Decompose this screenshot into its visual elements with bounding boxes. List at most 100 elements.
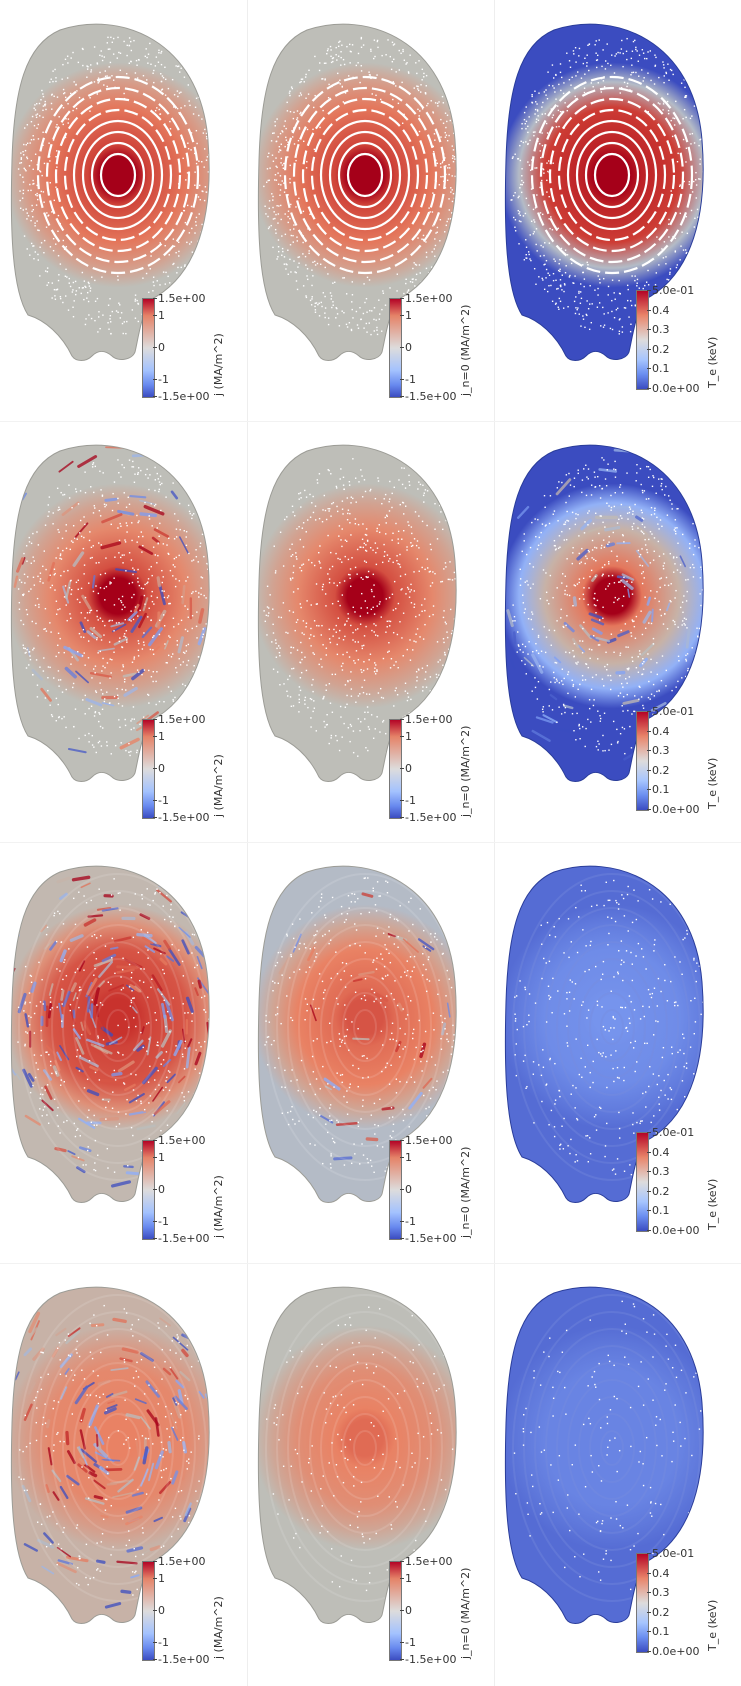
panel-r0-c0: 1.5e+00 1 0 -1 -1.5e+00 j (MA/m^2) <box>0 0 247 421</box>
colorbar-tick-label: 1.5e+00 <box>158 1134 206 1147</box>
colorbar-label: T_e (keV) <box>706 1599 719 1651</box>
colorbar-tick-label: 0.0e+00 <box>652 1224 700 1237</box>
plasma-cross-section <box>504 444 704 782</box>
colorbar-tick-label: 1.5e+00 <box>405 292 453 305</box>
colorbar-label: j (MA/m^2) <box>212 333 225 396</box>
colorbar-tick-label: 0.0e+00 <box>652 803 700 816</box>
colorbar <box>389 1561 402 1661</box>
colorbar-tick-label: -1 <box>158 373 169 387</box>
panel-r3-c0: 1.5e+00 1 0 -1 -1.5e+00 j (MA/m^2) <box>0 1263 247 1684</box>
colorbar-tick-label: 0.1 <box>652 1204 670 1218</box>
plasma-boundary <box>10 444 210 782</box>
colorbar-tick-label: 5.0e-01 <box>652 1126 695 1139</box>
colorbar-label: j_n=0 (MA/m^2) <box>459 1567 472 1659</box>
plasma-boundary <box>10 23 210 361</box>
field-fill <box>258 24 457 361</box>
colorbar <box>142 719 155 819</box>
colorbar-tick-label: -1.5e+00 <box>405 1653 457 1666</box>
colorbar-tick-label: 5.0e-01 <box>652 284 695 297</box>
plasma-boundary <box>10 1286 210 1624</box>
colorbar-tick-label: -1 <box>158 1215 169 1229</box>
panel-r0-c2: 5.0e-01 0.4 0.3 0.2 0.1 0.0e+00 T_e (keV) <box>494 0 741 421</box>
colorbar-tick-label: 1 <box>158 308 165 322</box>
row-divider <box>0 421 741 422</box>
colorbar-tick-label: 5.0e-01 <box>652 705 695 718</box>
colorbar-tick-label: -1 <box>405 373 416 387</box>
colorbar-tick-label: 0.3 <box>652 1165 670 1179</box>
colorbar-tick-label: 0 <box>405 1183 412 1196</box>
panel-r1-c2: 5.0e-01 0.4 0.3 0.2 0.1 0.0e+00 T_e (keV) <box>494 421 741 842</box>
colorbar-label: T_e (keV) <box>706 336 719 388</box>
plasma-boundary <box>257 444 457 782</box>
colorbar-tick-label: 0 <box>405 762 412 775</box>
panel-r0-c1: 1.5e+00 1 0 -1 -1.5e+00 j_n=0 (MA/m^2) <box>247 0 494 421</box>
colorbar-tick-label: 1 <box>405 1571 412 1585</box>
colorbar-tick-label: 0.1 <box>652 1625 670 1639</box>
plasma-boundary <box>504 1286 704 1624</box>
plasma-cross-section <box>10 444 210 782</box>
plasma-cross-section <box>257 865 457 1203</box>
plasma-cross-section <box>504 23 704 361</box>
colorbar-tick-label: 0.1 <box>652 783 670 797</box>
field-fill <box>258 1287 457 1624</box>
plasma-boundary <box>257 1286 457 1624</box>
colorbar-tick-label: 0.4 <box>652 724 670 738</box>
colorbar-tick-label: -1.5e+00 <box>158 1232 210 1245</box>
panel-r3-c1: 1.5e+00 1 0 -1 -1.5e+00 j_n=0 (MA/m^2) <box>247 1263 494 1684</box>
field-fill <box>11 866 210 1203</box>
colorbar-tick-label: 1 <box>158 1150 165 1164</box>
plasma-boundary <box>504 23 704 361</box>
panel-r2-c1: 1.5e+00 1 0 -1 -1.5e+00 j_n=0 (MA/m^2) <box>247 842 494 1263</box>
colorbar <box>636 1132 649 1232</box>
colorbar-tick-label: 0.3 <box>652 744 670 758</box>
colorbar-tick-label: 1 <box>158 729 165 743</box>
colorbar-label: j (MA/m^2) <box>212 1175 225 1238</box>
panel-r2-c0: 1.5e+00 1 0 -1 -1.5e+00 j (MA/m^2) <box>0 842 247 1263</box>
plasma-boundary <box>257 23 457 361</box>
panel-r3-c2: 5.0e-01 0.4 0.3 0.2 0.1 0.0e+00 T_e (keV) <box>494 1263 741 1684</box>
panel-r1-c1: 1.5e+00 1 0 -1 -1.5e+00 j_n=0 (MA/m^2) <box>247 421 494 842</box>
colorbar-tick-label: -1.5e+00 <box>405 1232 457 1245</box>
colorbar <box>389 719 402 819</box>
colorbar-tick-label: 1.5e+00 <box>405 1555 453 1568</box>
colorbar-tick-label: -1 <box>158 794 169 808</box>
colorbar-tick-label: -1 <box>405 1636 416 1650</box>
row-divider <box>0 1263 741 1264</box>
colorbar-tick-label: -1 <box>405 794 416 808</box>
colorbar-tick-label: 1.5e+00 <box>405 1134 453 1147</box>
colorbar-label: j (MA/m^2) <box>212 1596 225 1659</box>
colorbar <box>389 298 402 398</box>
colorbar <box>142 1561 155 1661</box>
colorbar-tick-label: 1.5e+00 <box>158 1555 206 1568</box>
plasma-cross-section <box>257 1286 457 1624</box>
colorbar <box>142 298 155 398</box>
column-divider <box>494 0 495 1686</box>
colorbar-tick-label: 1.5e+00 <box>405 713 453 726</box>
colorbar-tick-label: 1 <box>405 1150 412 1164</box>
colorbar-tick-label: -1.5e+00 <box>405 390 457 403</box>
colorbar-tick-label: -1.5e+00 <box>158 1653 210 1666</box>
colorbar-label: T_e (keV) <box>706 757 719 809</box>
plasma-cross-section <box>504 865 704 1203</box>
field-fill <box>258 445 457 782</box>
field-fill <box>505 1287 704 1624</box>
colorbar-tick-label: 1 <box>158 1571 165 1585</box>
plasma-cross-section <box>10 865 210 1203</box>
colorbar-tick-label: 0.3 <box>652 1586 670 1600</box>
colorbar <box>636 711 649 811</box>
colorbar-tick-label: 0 <box>405 1604 412 1617</box>
plasma-boundary <box>504 444 704 782</box>
colorbar-tick-label: 0.2 <box>652 1605 670 1619</box>
colorbar-tick-label: 1 <box>405 729 412 743</box>
colorbar-tick-label: -1.5e+00 <box>158 390 210 403</box>
colorbar-tick-label: 0.1 <box>652 362 670 376</box>
plasma-cross-section <box>504 1286 704 1624</box>
colorbar-tick-label: 0.4 <box>652 1145 670 1159</box>
colorbar-tick-label: 1 <box>405 308 412 322</box>
colorbar-tick-label: -1 <box>158 1636 169 1650</box>
colorbar-tick-label: 0.0e+00 <box>652 1645 700 1658</box>
colorbar-tick-label: 1.5e+00 <box>158 713 206 726</box>
colorbar <box>636 1553 649 1653</box>
colorbar-tick-label: 5.0e-01 <box>652 1547 695 1560</box>
